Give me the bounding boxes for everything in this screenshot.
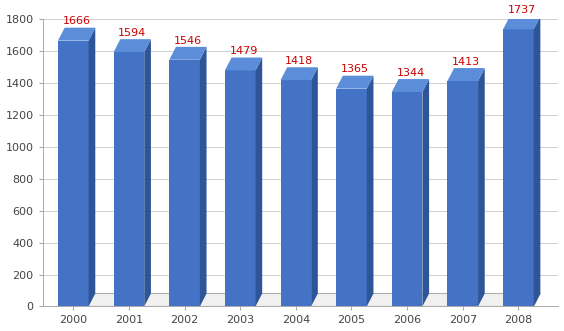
Bar xyxy=(447,81,478,307)
Text: 1479: 1479 xyxy=(230,46,258,56)
Text: 1418: 1418 xyxy=(285,56,314,66)
Text: 1344: 1344 xyxy=(396,68,425,78)
Polygon shape xyxy=(367,76,373,307)
Bar xyxy=(392,92,422,307)
Text: 1546: 1546 xyxy=(174,35,202,46)
Bar xyxy=(336,89,367,307)
Polygon shape xyxy=(169,47,206,60)
Bar xyxy=(113,52,144,307)
Text: 1737: 1737 xyxy=(508,5,536,15)
Text: 1594: 1594 xyxy=(118,28,147,38)
Polygon shape xyxy=(89,28,95,307)
Text: 1413: 1413 xyxy=(452,57,480,67)
Text: 1365: 1365 xyxy=(341,65,369,74)
Polygon shape xyxy=(200,47,206,307)
Bar xyxy=(169,60,200,307)
Polygon shape xyxy=(58,294,540,307)
Polygon shape xyxy=(447,68,484,81)
Bar xyxy=(503,29,534,307)
Polygon shape xyxy=(280,67,318,80)
Polygon shape xyxy=(58,28,95,41)
Polygon shape xyxy=(392,79,429,92)
Polygon shape xyxy=(144,39,151,307)
Bar xyxy=(58,41,89,307)
Bar xyxy=(225,71,255,307)
Polygon shape xyxy=(311,67,318,307)
Text: 1666: 1666 xyxy=(63,17,91,26)
Polygon shape xyxy=(503,16,540,29)
Polygon shape xyxy=(225,58,262,71)
Bar xyxy=(280,80,311,307)
Polygon shape xyxy=(534,16,540,307)
Polygon shape xyxy=(255,58,262,307)
Polygon shape xyxy=(336,76,373,89)
Polygon shape xyxy=(422,79,429,307)
Polygon shape xyxy=(478,68,484,307)
Polygon shape xyxy=(113,39,151,52)
